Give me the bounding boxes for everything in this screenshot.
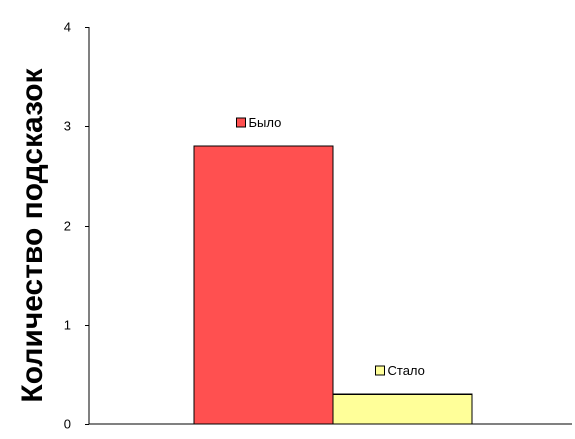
axes: 0 1 2 3 4 bbox=[64, 20, 572, 432]
y-tick-label: 3 bbox=[64, 119, 71, 134]
bars bbox=[193, 145, 473, 425]
bar-label-swatch bbox=[375, 365, 385, 376]
bar-label-swatch bbox=[236, 117, 246, 128]
y-tick-label: 2 bbox=[64, 219, 71, 234]
bar-bylo bbox=[193, 145, 334, 425]
y-tick-label: 4 bbox=[64, 20, 71, 35]
bar-label-text: Было bbox=[249, 115, 282, 130]
y-tick-label: 1 bbox=[64, 318, 71, 333]
y-tick-label: 0 bbox=[64, 417, 71, 432]
y-axis-label: Количество подсказок bbox=[16, 67, 49, 402]
bar-labels: Было Стало bbox=[236, 115, 425, 378]
bar-label-text: Стало bbox=[388, 363, 425, 378]
bar-stalo bbox=[332, 393, 473, 425]
y-axis-label-group: Количество подсказок bbox=[16, 67, 49, 402]
